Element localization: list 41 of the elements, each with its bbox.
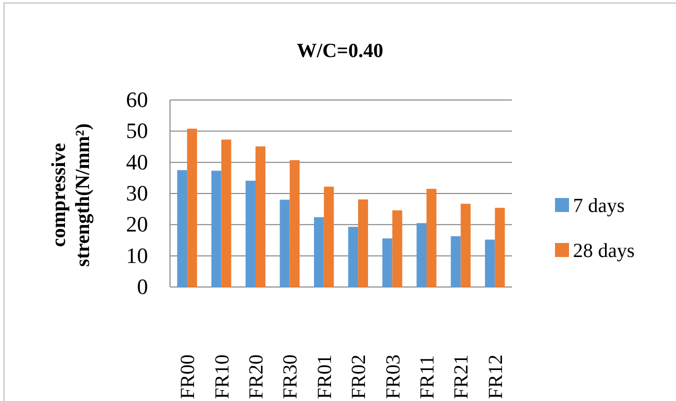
y-tick-label: 50 <box>126 118 148 144</box>
bar <box>392 210 402 287</box>
y-tick-label: 40 <box>126 149 148 174</box>
x-tick-label: FR01 <box>314 354 336 399</box>
bar <box>348 226 358 287</box>
y-tick-label: 60 <box>126 87 148 112</box>
y-tick-label: 30 <box>126 180 148 206</box>
bar <box>177 170 188 287</box>
bar <box>221 140 232 287</box>
x-tick-label: FR30 <box>280 354 302 399</box>
y-tick-label: 10 <box>126 242 148 268</box>
bar <box>450 236 461 287</box>
x-tick-label: FR00 <box>177 354 200 399</box>
bar <box>211 170 222 287</box>
bar <box>382 238 392 287</box>
bar <box>494 208 505 287</box>
bar <box>426 188 436 287</box>
legend-label: 7 days <box>573 195 625 217</box>
bar <box>187 128 198 287</box>
x-tick-label: FR02 <box>348 354 370 399</box>
bar <box>280 200 290 287</box>
chart-title: W/C=0.40 <box>296 40 384 62</box>
bar <box>256 146 266 287</box>
x-tick-label: FR21 <box>450 354 473 399</box>
bar <box>416 223 426 287</box>
x-tick-label: FR03 <box>382 354 404 399</box>
y-tick-label: 0 <box>137 274 148 300</box>
bar <box>290 160 300 287</box>
x-tick-label: FR20 <box>246 354 268 399</box>
x-tick-label: FR12 <box>484 354 507 399</box>
bar <box>358 199 368 287</box>
bar <box>484 240 495 287</box>
y-axis-title: compressive strength(N/mm²) <box>48 123 94 267</box>
bar <box>246 180 256 287</box>
y-tick-label: 20 <box>126 212 148 237</box>
bar <box>460 204 471 287</box>
x-tick-label: FR11 <box>416 355 438 399</box>
x-tick-label: FR10 <box>211 354 234 399</box>
bar <box>324 186 334 287</box>
legend-label: 28 days <box>573 240 635 262</box>
bar <box>314 217 324 287</box>
